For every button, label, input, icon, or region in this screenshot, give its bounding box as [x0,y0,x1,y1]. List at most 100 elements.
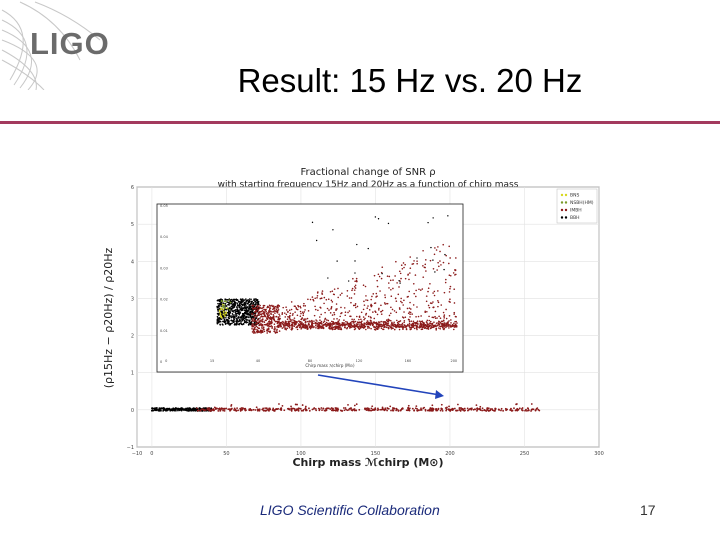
inset-point-imbh [449,325,452,328]
inset-point-imbh [291,328,293,330]
inset-point-imbh [337,320,340,323]
inset-point-imbh [393,328,396,331]
inset-point-imbh [285,309,288,311]
inset-point-imbh [321,325,323,327]
inset-x-tick-label: 200 [450,359,457,363]
inset-point-imbh [290,301,293,303]
inset-point-imbh [340,306,342,309]
inset-point-imbh [293,325,296,328]
inset-point-imbh [264,308,266,311]
inset-y-tick-label: 0.02 [160,298,168,302]
inset-point-imbh [329,290,332,293]
inset-point-imbh [423,266,426,269]
point-imbh [424,409,427,412]
inset-point-imbh [307,310,310,312]
inset-point-imbh [302,322,304,325]
inset-point-bbh [236,320,238,323]
x-tick-labels: −10 0 50 100 150 200 250 300 [132,451,604,457]
inset-point-imbh [396,323,399,326]
inset-point-imbh [350,301,352,304]
inset-point-bns [222,308,225,311]
inset-point-imbh [277,325,279,328]
inset-point-bbh [247,319,249,321]
inset-point-imbh [347,322,350,325]
inset-point-imbh [429,322,432,325]
inset-point-imbh [284,327,287,329]
point-imbh [407,404,410,407]
inset-point-imbh [269,305,272,307]
point-bbh [186,407,189,410]
inset-point-imbh [260,323,263,325]
inset-point-bbh [241,303,244,306]
inset-point-imbh [425,270,427,272]
inset-point-imbh [252,332,255,334]
inset-point-imbh [251,323,254,325]
inset-point-imbh [395,311,398,314]
point-imbh [241,407,244,409]
inset-point-bbh [250,301,252,303]
point-imbh [381,408,384,411]
inset-point-imbh [380,311,382,313]
inset-point-imbh [431,326,434,329]
inset-point-imbh [277,318,279,321]
inset-point-imbh [429,320,432,323]
inset-point-imbh [443,315,445,318]
x-tick-label: −10 [132,451,143,457]
inset-point-bbh [243,299,246,301]
point-bbh [154,407,157,410]
inset-point-imbh [338,319,341,321]
inset-point-bbh [233,309,235,312]
point-imbh [430,407,433,410]
inset-point-bbh [243,312,245,315]
inset-point-imbh [397,326,400,328]
inset-point-imbh [273,323,276,326]
point-imbh [397,410,400,412]
inset-point-imbh [294,320,297,323]
inset-point-imbh [429,283,431,285]
inset-point-imbh [438,323,441,326]
inset-point-imbh [424,327,427,329]
inset-point-imbh [265,310,267,313]
inset-point-bbh [253,303,255,306]
inset-scatter [216,215,458,334]
inset-point-imbh [252,308,254,310]
inset-point-imbh [252,317,254,320]
inset-point-bbh [217,305,220,308]
inset-point-imbh [337,287,339,290]
inset-point-bbh [432,259,434,261]
inset-point-imbh [321,292,323,294]
inset-point-imbh [380,277,383,280]
point-imbh [219,409,222,412]
inset-point-imbh [291,314,294,316]
inset-point-imbh [251,327,253,330]
inset-point-imbh [334,321,336,324]
inset-point-imbh [333,288,336,290]
inset-point-bbh [232,298,235,301]
inset-point-imbh [404,324,406,327]
inset-point-imbh [362,316,365,318]
inset-point-imbh [299,326,302,328]
inset-point-imbh [253,317,256,320]
logo-text: LIGO [30,26,110,61]
inset-point-imbh [396,282,398,284]
inset-point-bbh [222,324,224,326]
inset-point-imbh [286,327,289,330]
inset-point-imbh [441,326,444,329]
point-bbh [156,408,159,411]
inset-point-imbh [305,324,308,327]
point-imbh [334,409,337,412]
point-imbh [264,410,267,412]
inset-point-nsbh [223,300,226,303]
inset-point-imbh [366,320,369,322]
inset-point-bbh [241,298,244,300]
point-imbh [389,405,392,408]
point-imbh [440,403,443,406]
inset-point-imbh [441,320,444,323]
inset-point-imbh [311,323,313,326]
inset-point-imbh [305,318,307,320]
inset-point-imbh [425,295,428,297]
inset-point-imbh [383,326,385,328]
inset-point-bbh [245,318,247,321]
point-bbh [188,407,191,409]
point-imbh [441,409,444,412]
